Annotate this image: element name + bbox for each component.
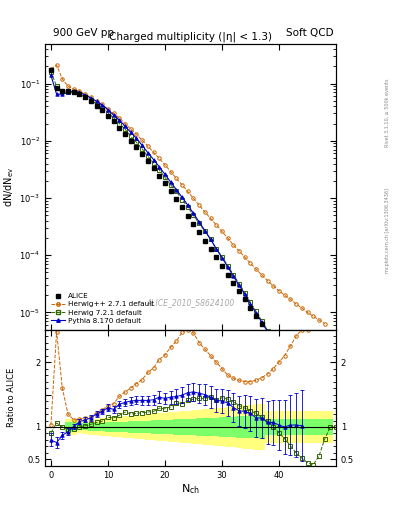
X-axis label: N$_{\rm ch}$: N$_{\rm ch}$ bbox=[181, 482, 200, 496]
Title: Charged multiplicity (|η| < 1.3): Charged multiplicity (|η| < 1.3) bbox=[109, 31, 272, 42]
Y-axis label: Ratio to ALICE: Ratio to ALICE bbox=[7, 368, 16, 428]
Text: 900 GeV pp: 900 GeV pp bbox=[53, 28, 114, 38]
Y-axis label: dN/dN$_{\rm ev}$: dN/dN$_{\rm ev}$ bbox=[2, 166, 16, 207]
Text: Soft QCD: Soft QCD bbox=[286, 28, 334, 38]
Legend: ALICE, Herwig++ 2.7.1 default, Herwig 7.2.1 default, Pythia 8.170 default: ALICE, Herwig++ 2.7.1 default, Herwig 7.… bbox=[49, 291, 156, 326]
Text: ALICE_2010_S8624100: ALICE_2010_S8624100 bbox=[147, 298, 235, 307]
Text: Rivet 3.1.10, ≥ 500k events: Rivet 3.1.10, ≥ 500k events bbox=[385, 78, 390, 147]
Text: mcplots.cern.ch [arXiv:1306.3436]: mcplots.cern.ch [arXiv:1306.3436] bbox=[385, 188, 390, 273]
